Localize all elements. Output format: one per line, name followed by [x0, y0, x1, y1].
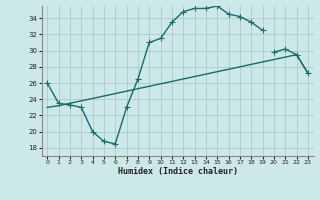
X-axis label: Humidex (Indice chaleur): Humidex (Indice chaleur) [118, 167, 237, 176]
